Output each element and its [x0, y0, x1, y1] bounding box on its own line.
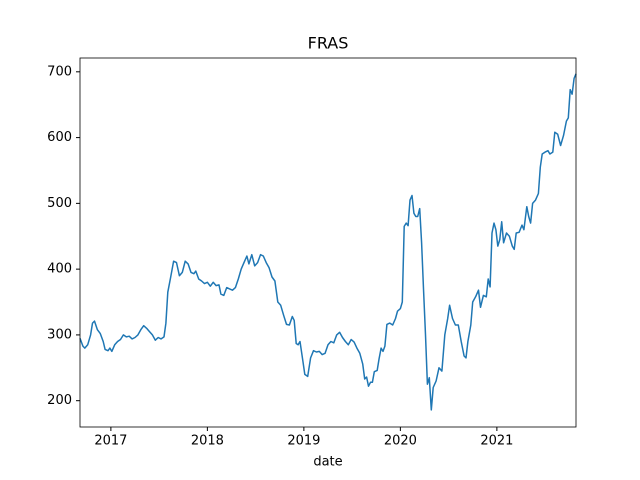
y-tick-label: 700: [47, 64, 72, 79]
y-tick-label: 600: [47, 130, 72, 145]
x-tick-label: 2019: [287, 434, 320, 449]
plot-frame: [79, 57, 577, 428]
y-tick-label: 500: [47, 196, 72, 211]
x-axis-label: date: [313, 455, 342, 470]
x-tick-label: 2018: [191, 434, 224, 449]
y-tick-label: 300: [47, 327, 72, 342]
y-tick-label: 200: [47, 393, 72, 408]
x-tick-label: 2020: [384, 434, 417, 449]
y-tick-label: 400: [47, 262, 72, 277]
x-tick-label: 2017: [94, 434, 127, 449]
chart-title: FRAS: [308, 34, 349, 53]
x-tick-label: 2021: [480, 434, 513, 449]
data-line: [79, 73, 577, 411]
